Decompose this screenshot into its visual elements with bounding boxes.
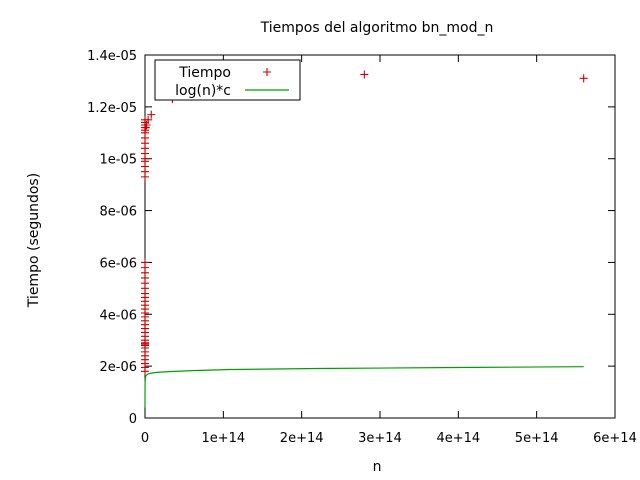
- data-point-tiempo: [142, 121, 151, 130]
- data-point-tiempo: [141, 338, 149, 347]
- x-tick-label: 2e+14: [280, 431, 324, 446]
- legend-box: [154, 59, 301, 101]
- x-tick-label: 0: [141, 431, 149, 446]
- legend-point-key: [263, 68, 271, 76]
- y-tick-label: 4e-06: [99, 308, 137, 323]
- y-tick-label: 6e-06: [99, 256, 137, 271]
- data-point-tiempo: [147, 110, 156, 119]
- data-point-tiempo: [144, 115, 153, 124]
- series-line-log-n-c: [144, 366, 584, 408]
- data-point-tiempo: [360, 70, 369, 79]
- y-tick-label: 8e-06: [99, 205, 137, 220]
- y-tick-label: 0: [129, 412, 137, 427]
- x-tick-label: 5e+14: [515, 431, 559, 446]
- x-tick-label: 1e+14: [201, 431, 245, 446]
- axes-layer: 0 1e+14 2e+14 3e+14 4e+14 5e+14 6e+14 0 2e-06 4e-…: [87, 49, 637, 446]
- legend-label: Tiempo: [178, 65, 231, 81]
- x-axis-label: n: [373, 459, 382, 475]
- series-layer: [141, 70, 588, 408]
- y-tick-label: 1.4e-05: [87, 49, 137, 64]
- y-tick-label: 2e-06: [99, 360, 137, 375]
- data-point-tiempo: [141, 258, 149, 267]
- legend-label: log(n)*c: [175, 83, 231, 99]
- x-tick-label: 4e+14: [436, 431, 480, 446]
- y-tick-label: 1.2e-05: [87, 101, 137, 116]
- plot-frame: [144, 54, 616, 419]
- data-point-tiempo: [579, 74, 588, 83]
- y-tick-label: 1e-05: [99, 153, 137, 168]
- chart-title: Tiempos del algoritmo bn_mod_n: [260, 20, 494, 36]
- x-tick-label: 6e+14: [593, 431, 637, 446]
- x-tick-label: 3e+14: [358, 431, 402, 446]
- legend: Tiempo log(n)*c: [154, 59, 301, 101]
- y-axis-label: Tiempo (segundos): [26, 173, 42, 308]
